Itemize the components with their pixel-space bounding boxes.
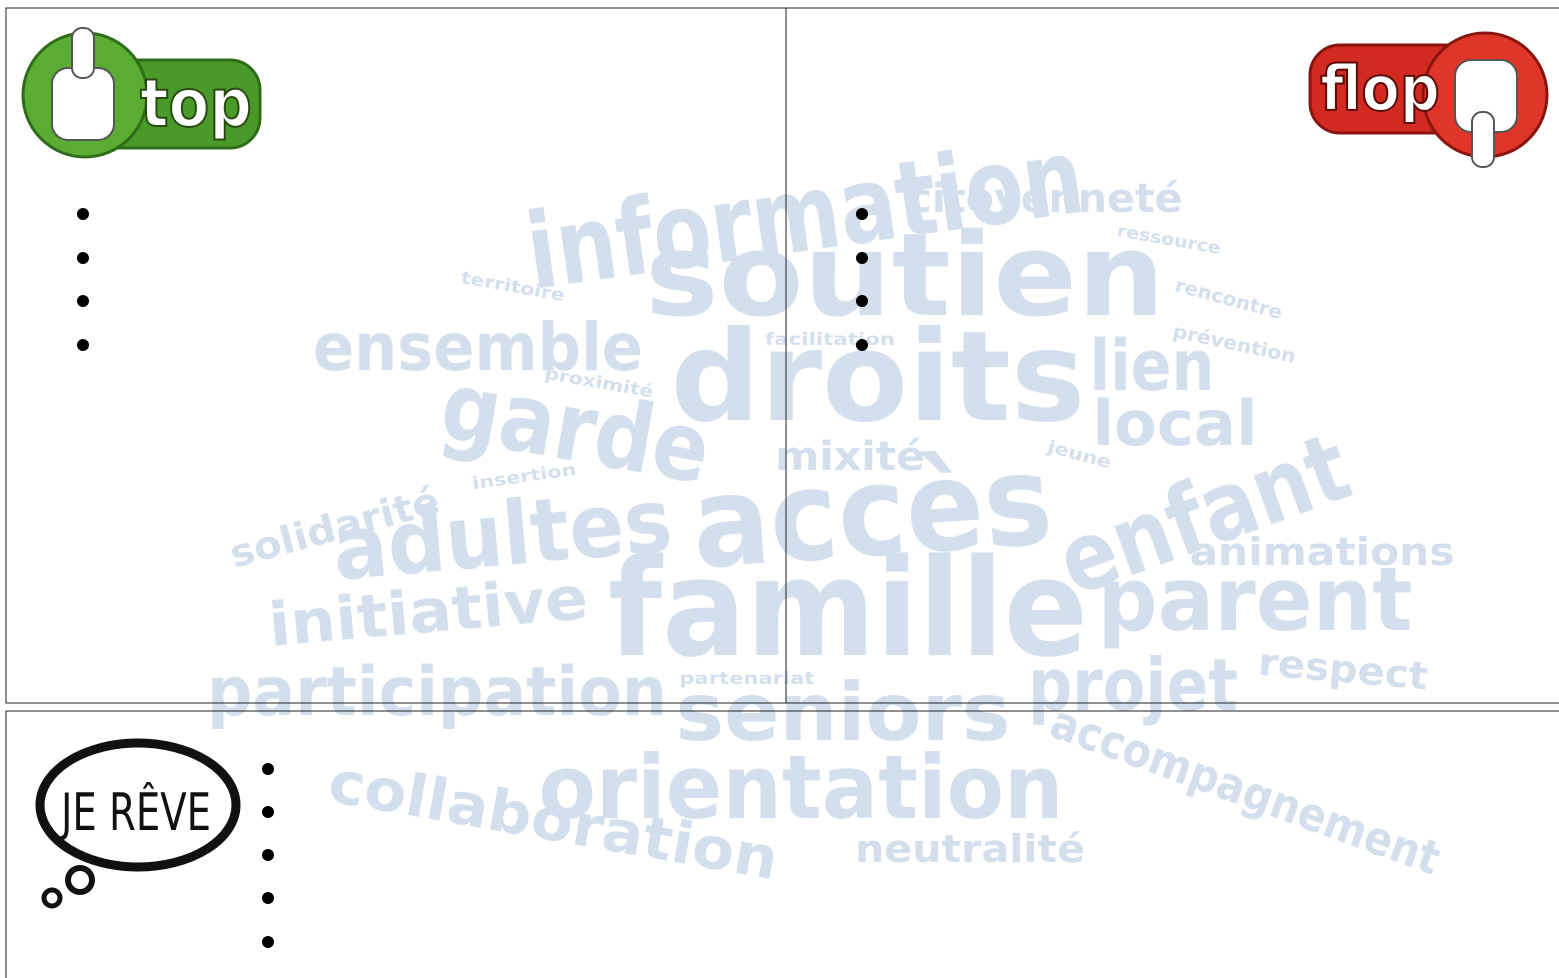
cloud-word: ensemble [313,309,643,386]
cloud-word: neutralité [855,827,1085,871]
cloud-word: seniors [676,666,1011,759]
top-badge: top [21,27,262,159]
cloud-word: mixité [775,434,925,480]
dream-box [5,710,1559,978]
top-label: top [140,65,252,142]
word-cloud: informationcitoyennetéressourceterritoir… [207,115,1455,893]
bullet [856,252,868,264]
bullet [77,339,89,351]
cloud-word: orientation [539,736,1064,839]
dream-badge: JE RÊVE [35,738,241,909]
cloud-word: lien [1090,325,1215,407]
bullet [262,936,274,948]
cloud-word: soutien [645,209,1165,343]
cloud-word: participation [207,653,667,732]
cloud-word: accès [687,428,1056,598]
bullet [856,295,868,307]
cloud-word: accompagnement [1044,694,1448,885]
cloud-word: local [1093,387,1258,460]
flop-label: flop [1320,52,1440,125]
cloud-word: projet [1028,643,1238,727]
cloud-word: rencontre [1173,274,1285,324]
flop-badge: flop [1308,31,1549,168]
bullet [262,806,274,818]
flop-box [785,7,1559,704]
bullet [77,252,89,264]
cloud-word: partenariat [680,669,815,689]
bullet [77,295,89,307]
cloud-word: animations [1190,530,1455,574]
bullet [262,849,274,861]
cloud-word: citoyenneté [908,176,1183,222]
bullet [262,892,274,904]
dream-label: JE RÊVE [59,782,211,843]
bullet [77,208,89,220]
bullets [77,208,868,948]
cloud-word: droits [671,305,1086,450]
bullet [856,339,868,351]
cloud-word: famille [608,530,1088,687]
cloud-word: parent [1098,548,1413,651]
cloud-word: initiative [266,563,591,661]
bullet [856,208,868,220]
bullet [262,763,274,775]
